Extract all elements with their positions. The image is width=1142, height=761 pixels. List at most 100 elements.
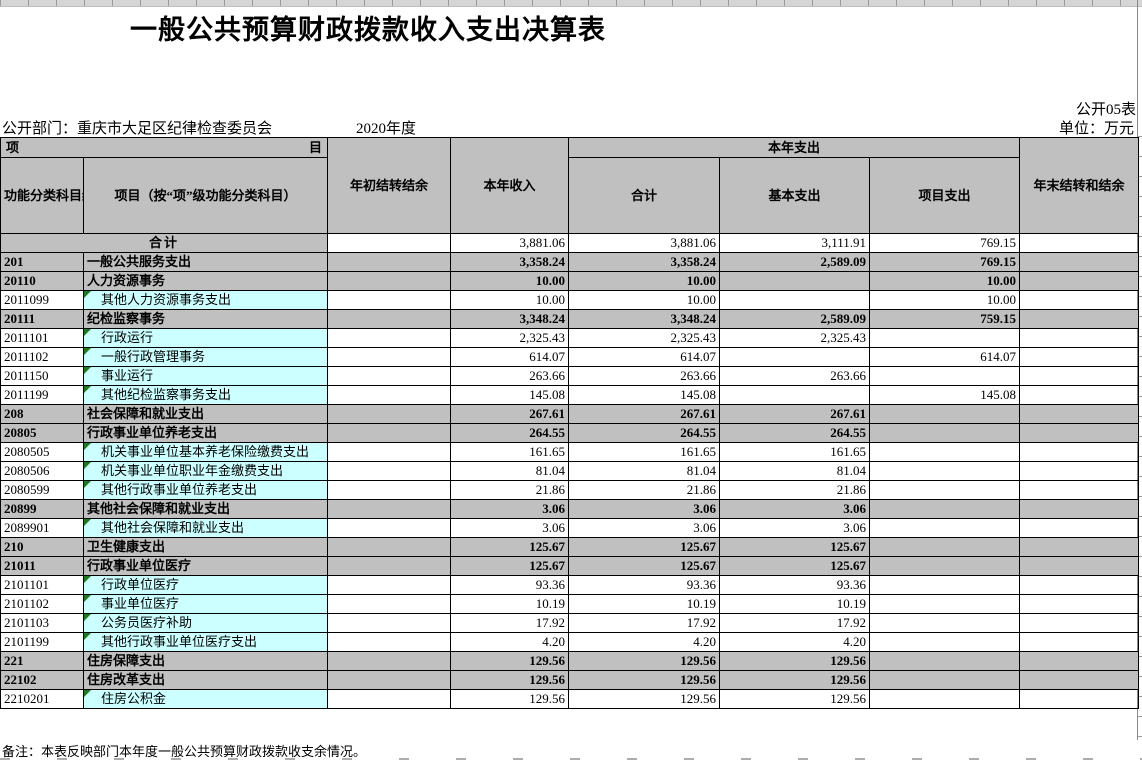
value-cell-income[interactable]: 264.55: [450, 423, 569, 443]
code-cell[interactable]: 2210201: [0, 689, 84, 709]
value-cell-income[interactable]: 3.06: [450, 499, 569, 519]
value-cell-basic[interactable]: 267.61: [719, 404, 870, 424]
value-cell-begin[interactable]: [327, 385, 451, 405]
value-cell-total[interactable]: 267.61: [568, 404, 720, 424]
header-item-cell[interactable]: 项 目: [0, 137, 328, 158]
value-cell-total[interactable]: 10.00: [568, 271, 720, 291]
value-cell-total[interactable]: 93.36: [568, 575, 720, 595]
value-cell-total[interactable]: 81.04: [568, 461, 720, 481]
code-cell[interactable]: 2080505: [0, 442, 84, 462]
header-exp-basic[interactable]: 基本支出: [719, 157, 870, 234]
value-cell-begin[interactable]: [327, 632, 451, 652]
value-cell-basic[interactable]: 4.20: [719, 632, 870, 652]
value-cell-basic[interactable]: 129.56: [719, 651, 870, 671]
item-name-cell[interactable]: 住房公积金: [83, 689, 328, 709]
value-cell-project[interactable]: [869, 461, 1020, 481]
value-cell-begin[interactable]: [327, 328, 451, 348]
value-cell-end[interactable]: [1019, 328, 1139, 348]
value-cell-income[interactable]: 2,325.43: [450, 328, 569, 348]
value-cell-total[interactable]: 3.06: [568, 499, 720, 519]
code-cell[interactable]: 20110: [0, 271, 84, 291]
value-cell-end[interactable]: [1019, 613, 1139, 633]
value-cell-income[interactable]: 81.04: [450, 461, 569, 481]
code-cell[interactable]: 2011099: [0, 290, 84, 310]
value-cell-income[interactable]: 161.65: [450, 442, 569, 462]
value-cell-begin[interactable]: [327, 233, 451, 253]
item-name-cell[interactable]: 住房保障支出: [83, 651, 328, 671]
value-cell-end[interactable]: [1019, 404, 1139, 424]
value-cell-end[interactable]: [1019, 537, 1139, 557]
value-cell-begin[interactable]: [327, 651, 451, 671]
value-cell-end[interactable]: [1019, 423, 1139, 443]
value-cell-basic[interactable]: 264.55: [719, 423, 870, 443]
value-cell-begin[interactable]: [327, 290, 451, 310]
value-cell-income[interactable]: 3,358.24: [450, 252, 569, 272]
value-cell-project[interactable]: [869, 480, 1020, 500]
value-cell-income[interactable]: 10.00: [450, 290, 569, 310]
value-cell-end[interactable]: [1019, 385, 1139, 405]
value-cell-end[interactable]: [1019, 347, 1139, 367]
value-cell-income[interactable]: 93.36: [450, 575, 569, 595]
value-cell-income[interactable]: 145.08: [450, 385, 569, 405]
header-code[interactable]: 功能分类科目编码: [0, 157, 84, 234]
value-cell-begin[interactable]: [327, 461, 451, 481]
code-cell[interactable]: 2101101: [0, 575, 84, 595]
code-cell[interactable]: 2011101: [0, 328, 84, 348]
value-cell-begin[interactable]: [327, 594, 451, 614]
value-cell-project[interactable]: [869, 328, 1020, 348]
value-cell-project[interactable]: [869, 575, 1020, 595]
value-cell-total[interactable]: 21.86: [568, 480, 720, 500]
value-cell-basic[interactable]: 21.86: [719, 480, 870, 500]
item-name-cell[interactable]: 事业单位医疗: [83, 594, 328, 614]
value-cell-end[interactable]: [1019, 252, 1139, 272]
value-cell-income[interactable]: 129.56: [450, 670, 569, 690]
value-cell-project[interactable]: [869, 518, 1020, 538]
value-cell-end[interactable]: [1019, 689, 1139, 709]
value-cell-project[interactable]: [869, 499, 1020, 519]
value-cell-basic[interactable]: 2,325.43: [719, 328, 870, 348]
item-name-cell[interactable]: 公务员医疗补助: [83, 613, 328, 633]
value-cell-project[interactable]: [869, 556, 1020, 576]
value-cell-total[interactable]: 263.66: [568, 366, 720, 386]
value-cell-end[interactable]: [1019, 309, 1139, 329]
value-cell-project[interactable]: [869, 670, 1020, 690]
item-name-cell[interactable]: 社会保障和就业支出: [83, 404, 328, 424]
value-cell-end[interactable]: [1019, 632, 1139, 652]
value-cell-income[interactable]: 129.56: [450, 651, 569, 671]
item-name-cell[interactable]: 其他社会保障和就业支出: [83, 499, 328, 519]
value-cell-end[interactable]: [1019, 518, 1139, 538]
value-cell-total[interactable]: 2,325.43: [568, 328, 720, 348]
item-name-cell[interactable]: 其他行政事业单位养老支出: [83, 480, 328, 500]
item-name-cell[interactable]: 一般公共服务支出: [83, 252, 328, 272]
value-cell-income[interactable]: 10.00: [450, 271, 569, 291]
value-cell-total[interactable]: 129.56: [568, 670, 720, 690]
code-cell[interactable]: 2011199: [0, 385, 84, 405]
value-cell-total[interactable]: 129.56: [568, 651, 720, 671]
value-cell-total[interactable]: 10.00: [568, 290, 720, 310]
value-cell-project[interactable]: 145.08: [869, 385, 1020, 405]
value-cell-income[interactable]: 267.61: [450, 404, 569, 424]
value-cell-begin[interactable]: [327, 480, 451, 500]
value-cell-project[interactable]: [869, 594, 1020, 614]
item-name-cell[interactable]: 其他行政事业单位医疗支出: [83, 632, 328, 652]
value-cell-total[interactable]: 125.67: [568, 556, 720, 576]
value-cell-project[interactable]: [869, 689, 1020, 709]
value-cell-end[interactable]: [1019, 499, 1139, 519]
value-cell-basic[interactable]: 3.06: [719, 499, 870, 519]
value-cell-basic[interactable]: [719, 290, 870, 310]
value-cell-project[interactable]: [869, 404, 1020, 424]
value-cell-project[interactable]: [869, 537, 1020, 557]
value-cell-end[interactable]: [1019, 461, 1139, 481]
value-cell-begin[interactable]: [327, 252, 451, 272]
value-cell-basic[interactable]: 10.19: [719, 594, 870, 614]
code-cell[interactable]: 2080506: [0, 461, 84, 481]
header-income[interactable]: 本年收入: [450, 137, 569, 234]
value-cell-end[interactable]: [1019, 290, 1139, 310]
code-cell[interactable]: 2080599: [0, 480, 84, 500]
value-cell-project[interactable]: [869, 632, 1020, 652]
code-cell[interactable]: 201: [0, 252, 84, 272]
value-cell-total[interactable]: 3.06: [568, 518, 720, 538]
value-cell-begin[interactable]: [327, 271, 451, 291]
value-cell-basic[interactable]: 125.67: [719, 537, 870, 557]
item-name-cell[interactable]: 行政事业单位养老支出: [83, 423, 328, 443]
